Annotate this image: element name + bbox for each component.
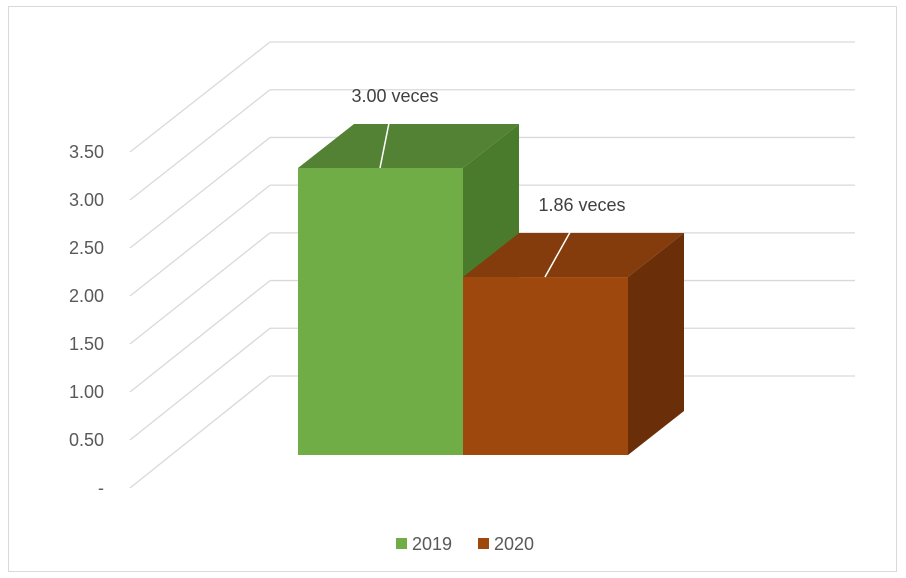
bar-top-face bbox=[298, 124, 519, 168]
gridline-diagonal bbox=[129, 89, 271, 201]
legend-swatch bbox=[478, 538, 489, 549]
y-tick-label: 3.00 bbox=[69, 190, 104, 210]
legend-item-2020: 2020 bbox=[478, 534, 534, 554]
legend-swatch bbox=[396, 538, 407, 549]
data-label: 1.86 veces bbox=[538, 195, 625, 215]
gridline-diagonal bbox=[129, 327, 271, 441]
legend-item-2019: 2019 bbox=[396, 534, 452, 554]
gridline-diagonal bbox=[129, 184, 271, 297]
gridline-diagonal bbox=[129, 41, 271, 153]
leader-line bbox=[544, 217, 579, 278]
bar-side-face bbox=[628, 233, 684, 455]
bar-front-face bbox=[463, 277, 628, 455]
legend: 2019 2020 bbox=[396, 534, 534, 554]
data-label: 3.00 veces bbox=[351, 86, 438, 106]
gridline-diagonal bbox=[129, 280, 271, 393]
legend-label: 2020 bbox=[494, 534, 534, 554]
y-tick-label: 3.50 bbox=[69, 142, 104, 162]
bar-front-face bbox=[298, 168, 463, 455]
gridline-diagonal bbox=[129, 232, 271, 345]
y-tick-label: - bbox=[98, 478, 104, 498]
leader-line bbox=[379, 107, 393, 169]
y-tick-label: 0.50 bbox=[69, 430, 104, 450]
y-tick-label: 1.00 bbox=[69, 382, 104, 402]
data-labels: 3.00 veces 1.86 veces bbox=[351, 86, 626, 278]
bar-2020 bbox=[463, 233, 684, 455]
y-tick-label: 1.50 bbox=[69, 334, 104, 354]
legend-label: 2019 bbox=[412, 534, 452, 554]
bars bbox=[298, 124, 684, 455]
y-tick-label: 2.00 bbox=[69, 286, 104, 306]
bar-top-face bbox=[463, 233, 684, 278]
y-axis-ticks: - 0.50 1.00 1.50 2.00 2.50 3.00 3.50 bbox=[69, 142, 104, 498]
gridline-diagonal bbox=[129, 375, 271, 489]
gridline-diagonal bbox=[129, 136, 271, 249]
y-tick-label: 2.50 bbox=[69, 238, 104, 258]
